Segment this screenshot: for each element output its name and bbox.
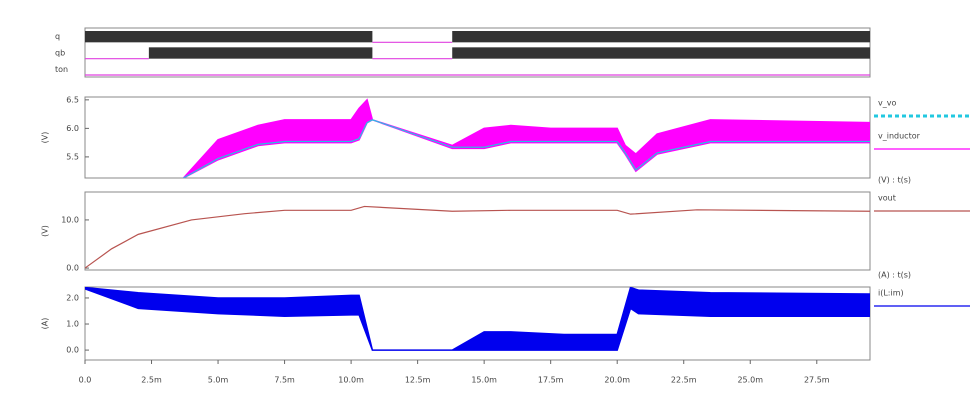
x-tick-label: 7.5m (274, 376, 295, 385)
y-tick-label: 1.0 (66, 320, 79, 329)
x-tick-label: 27.5m (804, 376, 830, 385)
legend-label: v_inductor (878, 132, 921, 141)
signal-name: qb (55, 49, 65, 58)
panel-frame (84, 191, 871, 271)
legend-label: v_vo (878, 99, 896, 108)
y-tick-label: 0.0 (66, 346, 79, 355)
x-tick-label: 12.5m (405, 376, 431, 385)
y-tick-label: 6.0 (66, 124, 79, 133)
x-tick-label: 15.0m (471, 376, 497, 385)
signal-name: ton (55, 65, 68, 74)
trace (183, 119, 870, 178)
signal-high (452, 47, 870, 59)
y-axis-label: (V) (41, 225, 50, 237)
x-tick-label: 22.5m (671, 376, 697, 385)
x-tick-label: 2.5m (141, 376, 162, 385)
y-tick-label: 10.0 (61, 215, 79, 224)
legend-header: (A) : t(s) (878, 271, 911, 280)
x-tick-label: 25.0m (737, 376, 763, 385)
legend-label: vout (878, 194, 896, 203)
envelope (85, 287, 870, 351)
signal-name: q (55, 32, 60, 41)
y-tick-label: 0.0 (66, 264, 79, 273)
signal-high (148, 47, 373, 59)
y-tick-label: 5.5 (66, 152, 79, 161)
x-tick-label: 0.0 (79, 376, 92, 385)
y-tick-label: 6.5 (66, 95, 79, 104)
y-axis-label: (A) (41, 318, 50, 330)
legend-header: (V) : t(s) (878, 176, 911, 185)
trace (85, 205, 870, 269)
signal-high (85, 31, 373, 43)
x-tick-label: 10.0m (338, 376, 364, 385)
legend-label: i(L:im) (878, 289, 904, 298)
x-tick-label: 20.0m (604, 376, 630, 385)
x-tick-label: 5.0m (208, 376, 229, 385)
y-axis-label: (V) (41, 132, 50, 144)
x-tick-label: 17.5m (538, 376, 564, 385)
y-tick-label: 2.0 (66, 293, 79, 302)
signal-high (452, 31, 870, 43)
